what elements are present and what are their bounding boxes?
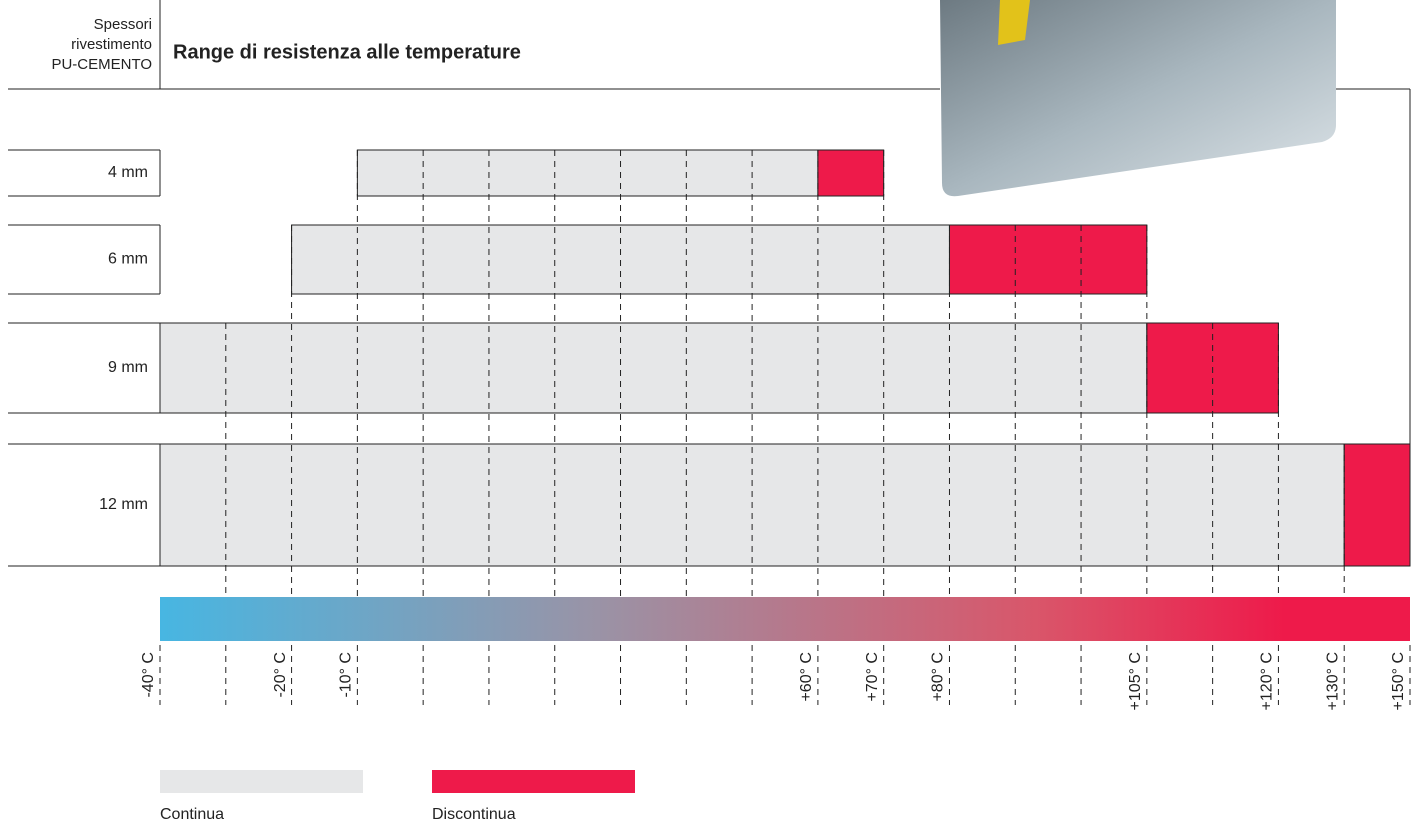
range-bar [818, 150, 884, 196]
range-bar [160, 323, 1147, 413]
x-tick-label: +150° C [1390, 652, 1407, 710]
x-tick-label: +60° C [798, 652, 815, 702]
photo-detail [998, 0, 1030, 45]
x-tick-label: +70° C [864, 652, 881, 702]
row-label: 12 mm [99, 496, 148, 513]
range-bar [1344, 444, 1410, 566]
row-label: 6 mm [108, 251, 148, 268]
axis-label: Spessori rivestimento PU-CEMENTO [0, 15, 152, 75]
x-tick-label: -40° C [140, 652, 157, 698]
legend-label: Continua [160, 806, 224, 823]
x-tick-label: +80° C [930, 652, 947, 702]
range-bar [357, 150, 818, 196]
temperature-scale [160, 597, 1410, 641]
chart-title: Range di resistenza alle temperature [173, 41, 521, 63]
x-tick-label: +130° C [1324, 652, 1341, 710]
legend-swatch [160, 770, 363, 793]
x-tick-label: -20° C [272, 652, 289, 698]
legend-swatch [432, 770, 635, 793]
x-tick-label: +105° C [1127, 652, 1144, 710]
row-label: 9 mm [108, 359, 148, 376]
chart: Range di resistenza alle temperature 4 m… [0, 0, 1418, 823]
range-bar [949, 225, 1146, 294]
x-tick-label: -10° C [338, 652, 355, 698]
legend-label: Discontinua [432, 806, 516, 823]
x-tick-label: +120° C [1259, 652, 1276, 710]
row-label: 4 mm [108, 164, 148, 181]
page: {"chart_data": { "type": "range", "title… [0, 0, 1418, 823]
